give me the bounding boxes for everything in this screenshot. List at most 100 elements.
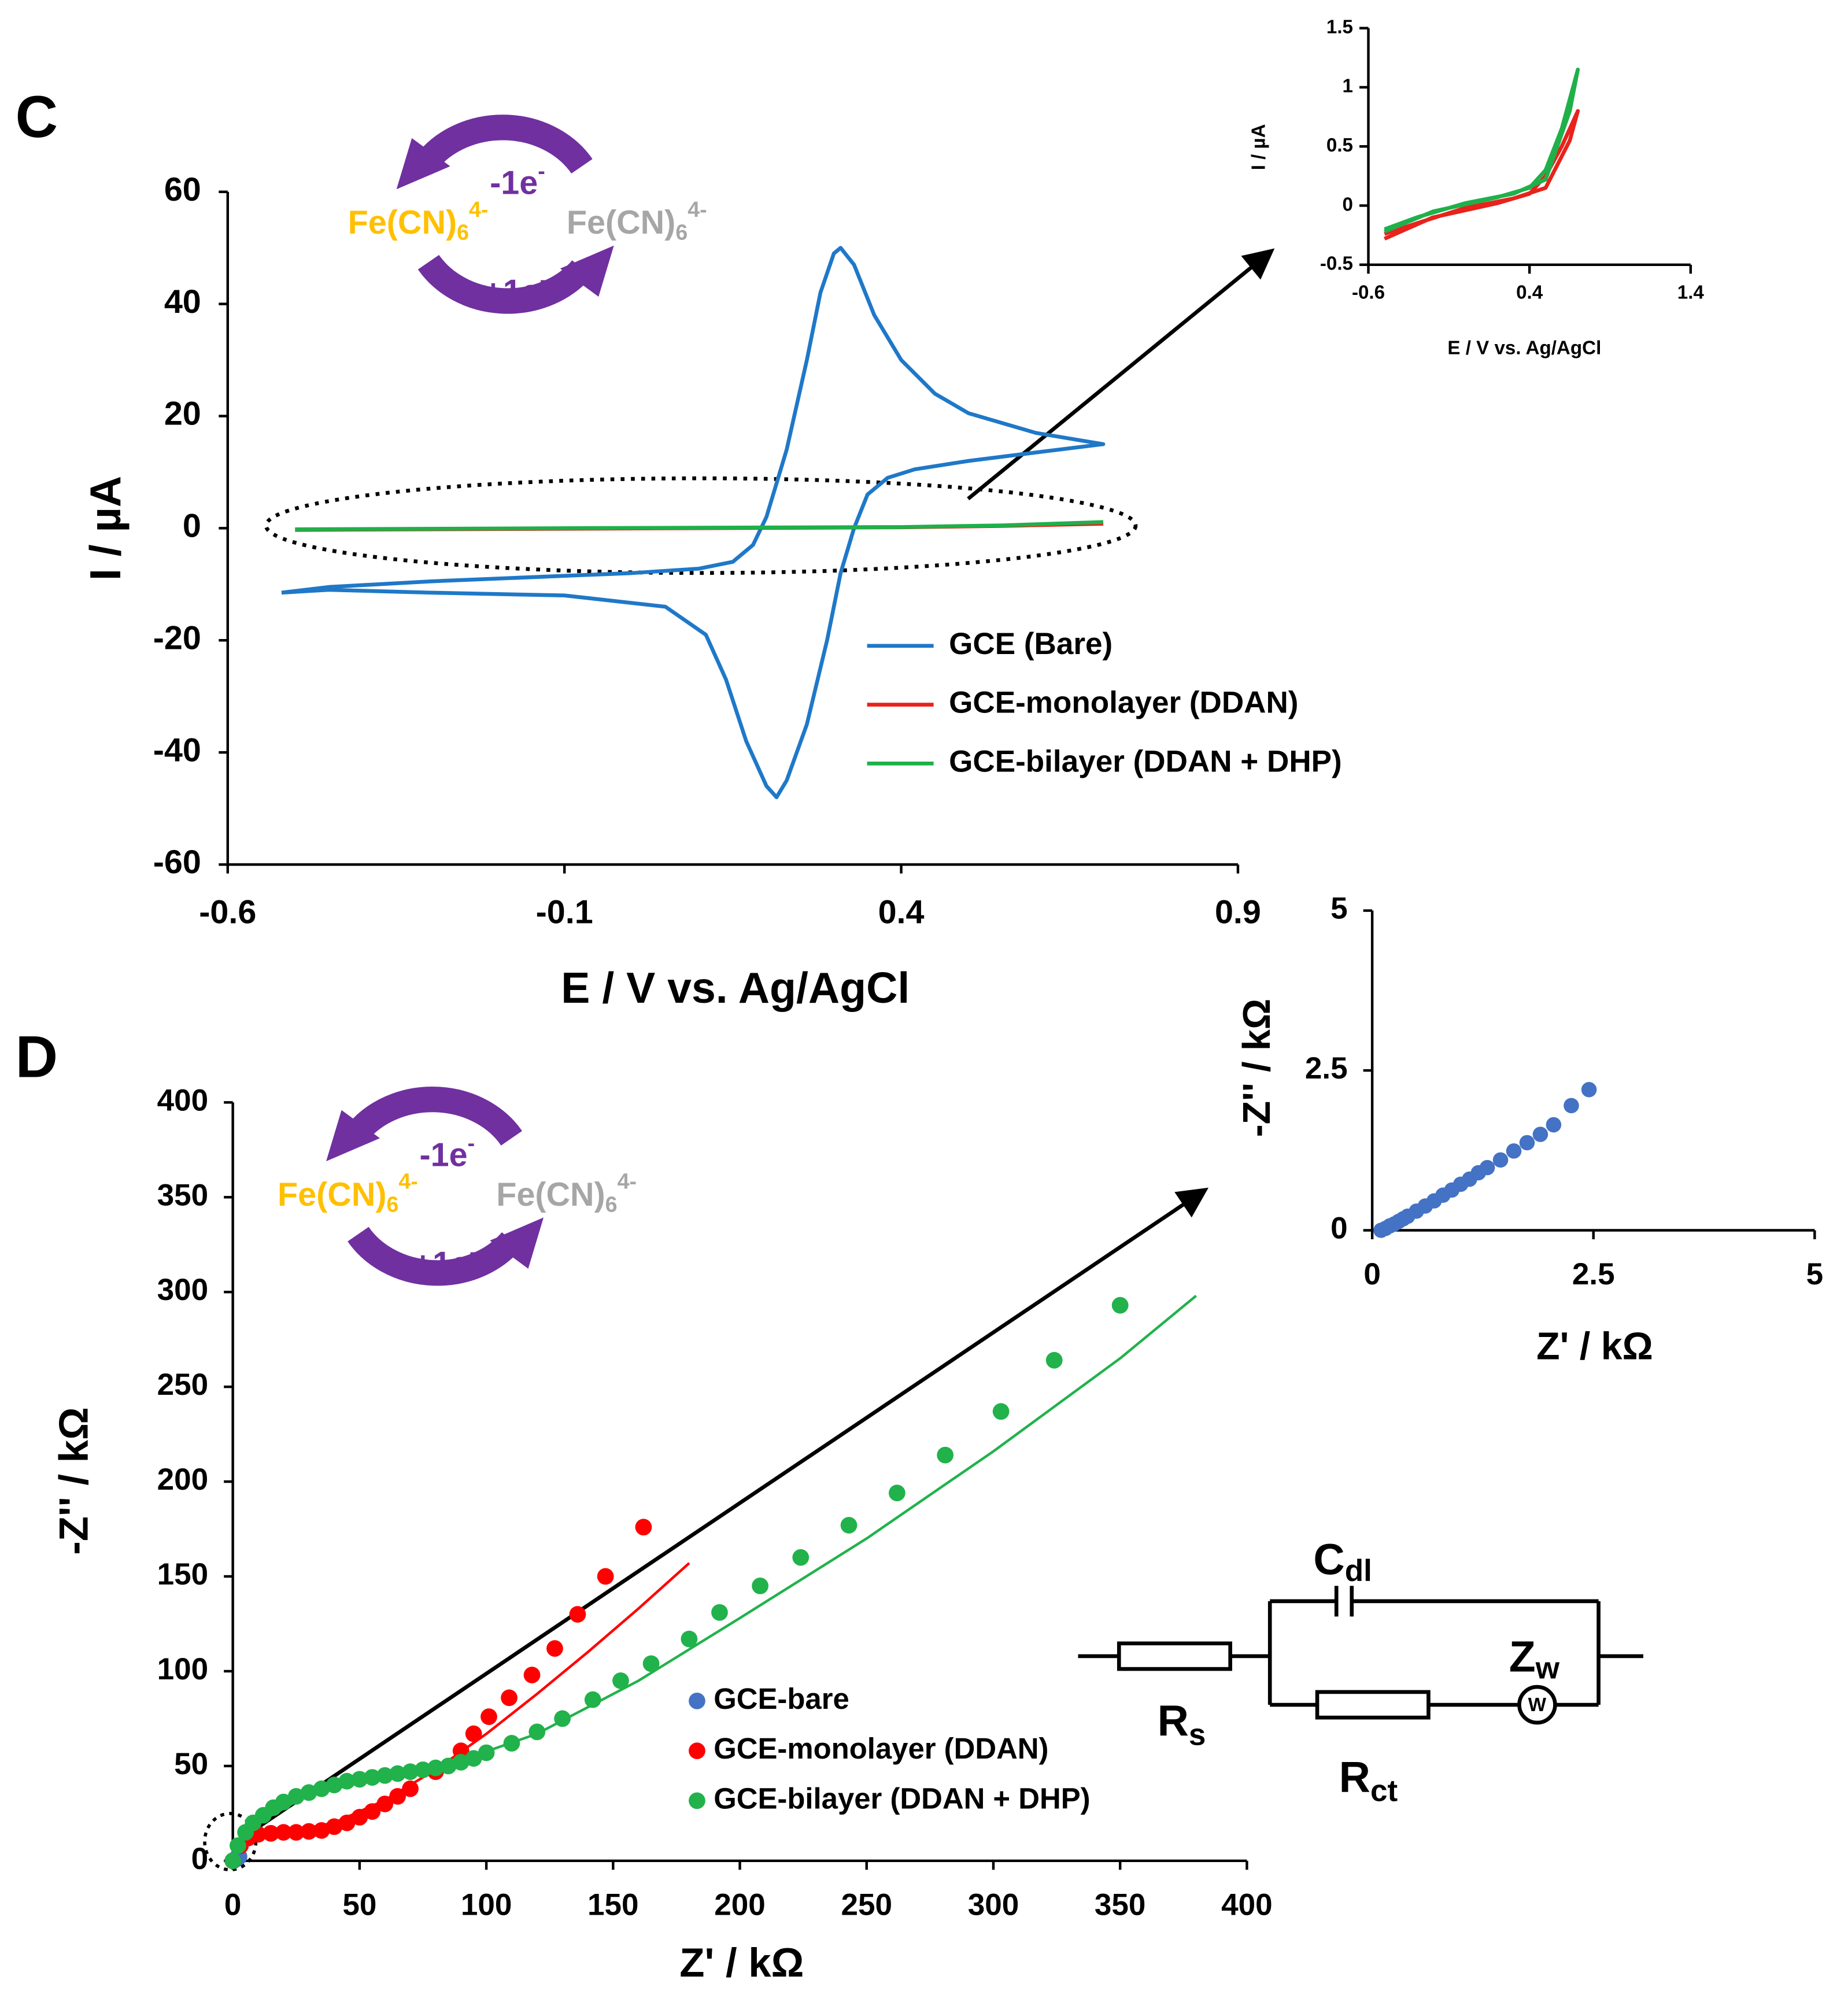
y-tick-label: 50 — [174, 1747, 208, 1781]
y-tick-label: -20 — [153, 619, 201, 656]
scheme-arrowhead — [490, 1217, 544, 1269]
scheme-label-main: +1e — [483, 274, 540, 311]
data-point — [402, 1763, 419, 1781]
data-point — [612, 1672, 629, 1689]
scheme-arrow — [348, 1087, 522, 1146]
y-axis-title: I / µA — [1248, 124, 1269, 170]
y-tick-label: 0.5 — [1326, 135, 1353, 156]
data-line — [1384, 67, 1580, 234]
data-point — [752, 1578, 768, 1594]
circuit — [1078, 1586, 1644, 1725]
data-point — [584, 1691, 601, 1708]
data-point — [937, 1446, 954, 1464]
data-point — [389, 1787, 406, 1805]
data-point — [465, 1750, 482, 1767]
data-line — [295, 520, 1104, 531]
legend-swatch — [689, 1693, 705, 1709]
data-point — [300, 1823, 317, 1840]
data-point — [1479, 1159, 1495, 1176]
scheme-label-sup: - — [470, 1239, 477, 1264]
scheme-label-sup: 4- — [398, 1169, 417, 1194]
warburg-symbol: W — [1528, 1694, 1547, 1716]
scheme-label: Fe(CN)64- — [567, 197, 707, 245]
data-point — [224, 1852, 242, 1870]
data-point — [1492, 1152, 1509, 1168]
y-tick-label: 300 — [157, 1273, 209, 1307]
data-point — [597, 1568, 614, 1585]
data-point — [481, 1708, 497, 1726]
scheme-arrowhead — [326, 1110, 380, 1162]
x-tick-label: 0 — [1363, 1257, 1381, 1291]
x-tick-label: 400 — [1221, 1888, 1273, 1922]
scheme-label-sup: - — [468, 1131, 475, 1155]
scheme-label-main: Fe(CN) — [567, 204, 675, 241]
scheme-label: Fe(CN)64- — [348, 197, 489, 245]
data-point — [528, 1723, 546, 1741]
panel-label: C — [16, 84, 58, 150]
y-tick-label: 200 — [157, 1462, 209, 1497]
y-tick-label: 0 — [1343, 194, 1353, 215]
scheme-label: +1e- — [413, 1239, 476, 1282]
data-point — [1581, 1081, 1597, 1098]
scheme-label-sub: 6 — [605, 1192, 618, 1216]
data-point — [888, 1484, 905, 1502]
data-point — [287, 1824, 305, 1841]
data-point — [364, 1769, 381, 1786]
y-tick-label: 100 — [157, 1652, 209, 1686]
panel-label: D — [16, 1024, 58, 1089]
x-tick-label: 0.4 — [1516, 282, 1543, 303]
scheme-label: -1e- — [490, 158, 545, 201]
data-point — [376, 1796, 394, 1812]
data-point — [840, 1517, 858, 1534]
redox-scheme: Fe(CN)64- Fe(CN)64--1e-+1e- — [348, 114, 707, 314]
x-tick-label: 200 — [714, 1888, 766, 1922]
data-line — [1384, 109, 1580, 241]
x-tick-label: -0.6 — [1352, 282, 1385, 303]
data-point — [501, 1689, 518, 1707]
data-point — [389, 1765, 406, 1782]
data-point — [711, 1604, 728, 1621]
circuit-label-sub: ct — [1370, 1774, 1398, 1808]
x-tick-label: 0 — [224, 1888, 242, 1922]
scheme-label-main: -1e — [420, 1137, 468, 1174]
x-axis-title: Z' / kΩ — [1536, 1325, 1653, 1368]
data-point — [351, 1809, 368, 1826]
circuit-label: Zw — [1509, 1632, 1560, 1685]
y-tick-label: 400 — [157, 1083, 209, 1117]
circuit-label-sub: w — [1535, 1651, 1560, 1685]
data-point — [546, 1640, 563, 1657]
data-point — [452, 1753, 470, 1771]
data-point — [792, 1549, 810, 1566]
data-point — [1564, 1098, 1579, 1114]
data-point — [287, 1787, 305, 1805]
circuit-label: Rct — [1339, 1752, 1398, 1808]
data-point — [326, 1818, 343, 1835]
x-tick-label: 50 — [342, 1888, 376, 1922]
legend-label: GCE-bilayer (DDAN + DHP) — [949, 744, 1342, 778]
y-axis-title: I / µA — [81, 476, 130, 581]
data-point — [263, 1824, 279, 1842]
scheme-label: Fe(CN)64- — [496, 1169, 637, 1217]
scheme-arrowhead — [560, 245, 614, 297]
legend-label: GCE-bare — [714, 1682, 849, 1715]
scheme-arrow — [417, 254, 592, 314]
scheme-label: Fe(CN)64- — [278, 1169, 418, 1217]
data-point — [415, 1761, 431, 1778]
data-point — [427, 1759, 444, 1776]
data-point — [452, 1742, 470, 1760]
zoom-ellipse — [264, 476, 1138, 575]
scheme-label-main: -1e — [490, 165, 538, 202]
data-point — [1532, 1126, 1548, 1142]
x-axis-title: Z' / kΩ — [679, 1940, 804, 1985]
data-point — [364, 1803, 381, 1820]
data-point — [642, 1655, 660, 1672]
data-point — [1506, 1143, 1522, 1159]
legend-label: GCE-bilayer (DDAN + DHP) — [714, 1782, 1090, 1815]
legend-label: GCE-monolayer (DDAN) — [949, 686, 1298, 720]
scheme-label-sup: 4- — [688, 197, 707, 221]
x-tick-label: 0.9 — [1215, 893, 1261, 930]
x-tick-label: 350 — [1095, 1888, 1146, 1922]
data-point — [275, 1824, 292, 1841]
y-tick-label: 350 — [157, 1178, 209, 1212]
